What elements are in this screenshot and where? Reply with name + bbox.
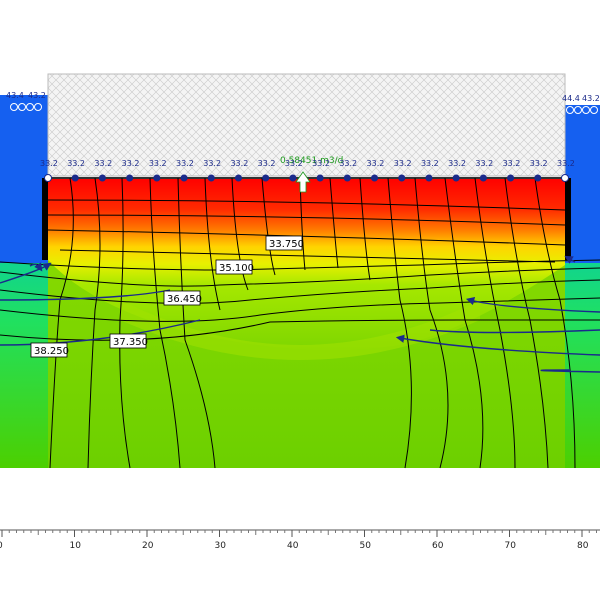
node-labels: 33.2 33.2 33.2 33.2 33.2 33.2 33.2 33.2 33.2 33.2… [40, 159, 575, 168]
node-label: 33.2 [312, 159, 330, 168]
ruler-tick-label: 70 [505, 541, 517, 551]
svg-text:36.450: 36.450 [167, 294, 202, 305]
contour-label-boxes: 33.750 35.100 36.450 37.350 38.250 [30, 235, 304, 358]
node-label: 33.2 [176, 159, 194, 168]
node-label: 33.2 [230, 159, 248, 168]
boundary-node [71, 174, 79, 182]
boundary-node [507, 174, 515, 182]
right-head-labels: 44.4 43.2 [562, 94, 600, 114]
boundary-node [44, 174, 52, 182]
node-label: 33.2 [149, 159, 167, 168]
boundary-node [479, 174, 487, 182]
svg-text:35.100: 35.100 [219, 263, 254, 274]
contour-label-1: 33.750 [265, 235, 304, 251]
node-label: 33.2 [394, 159, 412, 168]
boundary-node [452, 174, 460, 182]
ruler-tick-label: 20 [142, 541, 154, 551]
boundary-node [262, 174, 270, 182]
boundary-node [425, 174, 433, 182]
node-label: 33.2 [448, 159, 466, 168]
contour-label-5: 38.250 [30, 342, 69, 358]
contour-label-4: 37.350 [109, 333, 148, 349]
node-label: 33.2 [258, 159, 276, 168]
ruler-tick-label: 30 [215, 541, 227, 551]
flow-lines [0, 255, 600, 373]
node-label: 33.2 [503, 159, 521, 168]
boundary-node [126, 174, 134, 182]
left-wall [42, 178, 48, 260]
head-contours [0, 199, 600, 341]
node-label: 33.2 [94, 159, 112, 168]
boundary-nodes [44, 174, 569, 182]
flux-label: 0.58451 m3/d [280, 156, 343, 166]
ruler-tick-label: 10 [70, 541, 82, 551]
ruler-tick-label: 50 [360, 541, 372, 551]
boundary-node [98, 174, 106, 182]
boundary-node [234, 174, 242, 182]
ruler-tick-label: 0 [0, 541, 3, 551]
svg-text:38.250: 38.250 [34, 346, 69, 357]
svg-text:37.350: 37.350 [113, 337, 148, 348]
boundary-node [398, 174, 406, 182]
right-head-label-2: 43.2 [582, 94, 600, 103]
node-label: 33.2 [475, 159, 493, 168]
left-reservoir [0, 95, 48, 263]
boundary-node [316, 174, 324, 182]
svg-text:33.750: 33.750 [269, 239, 304, 250]
node-label: 33.2 [67, 159, 85, 168]
node-label: 33.2 [122, 159, 140, 168]
ruler-tick-label: 60 [432, 541, 444, 551]
node-label: 33.2 [557, 159, 575, 168]
node-label: 33.2 [203, 159, 221, 168]
boundary-node [289, 174, 297, 182]
horizontal-ruler: 0102030405060708090 [0, 529, 600, 551]
equipotential-lines [49, 177, 576, 469]
node-label: 33.2 [530, 159, 548, 168]
contour-label-3: 36.450 [163, 290, 202, 306]
node-label: 33.2 [421, 159, 439, 168]
node-label: 33.2 [285, 159, 303, 168]
left-head-labels: 43.4 43.2 [6, 91, 46, 111]
node-label: 33.2 [40, 159, 58, 168]
contour-label-2: 35.100 [215, 259, 254, 275]
boundary-node [371, 174, 379, 182]
soil-domain [0, 178, 600, 468]
ruler-tick-label: 80 [577, 541, 589, 551]
ruler-tick-label: 40 [287, 541, 299, 551]
flux-indicator: 0.58451 m3/d [280, 156, 343, 193]
left-head-label-2: 43.2 [28, 91, 46, 100]
boundary-node [207, 174, 215, 182]
right-wall [565, 178, 571, 260]
left-head-label-1: 43.4 [6, 91, 24, 100]
boundary-node [561, 174, 569, 182]
boundary-node [153, 174, 161, 182]
node-label: 33.2 [339, 159, 357, 168]
right-head-label-1: 44.4 [562, 94, 580, 103]
node-label: 33.2 [367, 159, 385, 168]
excavation-region [47, 73, 566, 177]
boundary-node [534, 174, 542, 182]
boundary-node [343, 174, 351, 182]
boundary-node [180, 174, 188, 182]
